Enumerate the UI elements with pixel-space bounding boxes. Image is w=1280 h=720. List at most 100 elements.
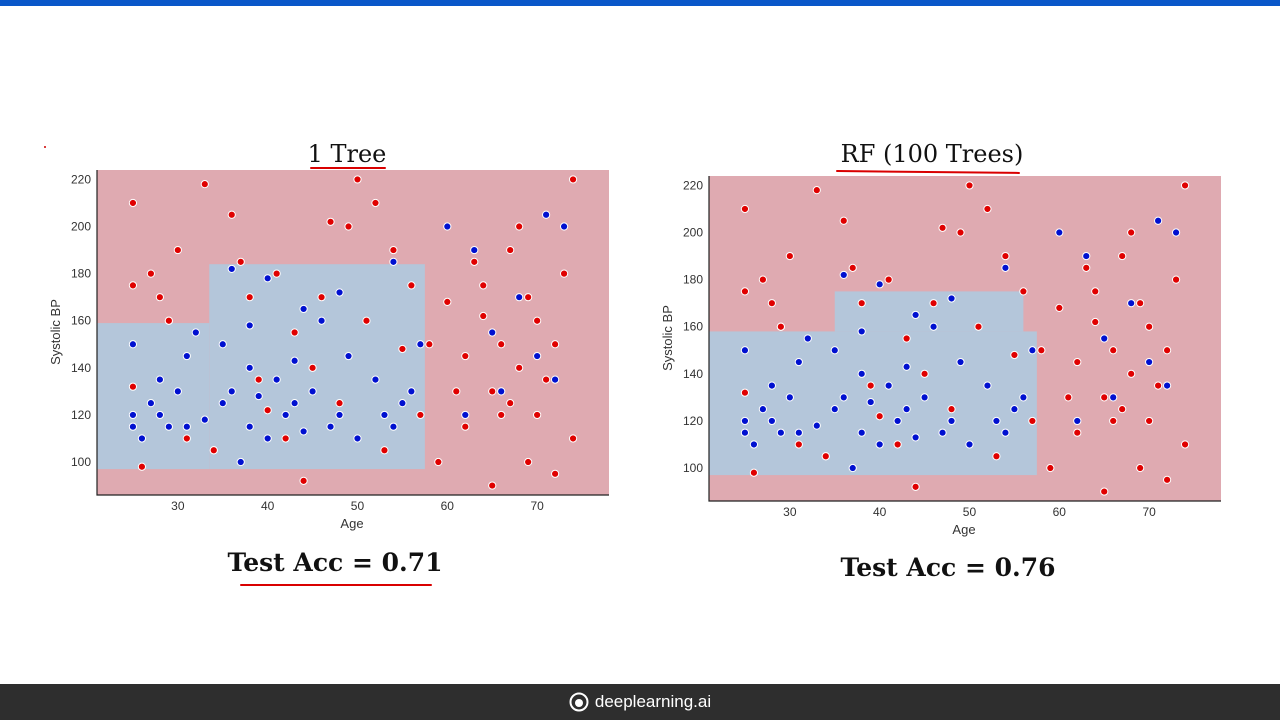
data-point-blue [182,351,191,361]
data-point-red [1145,416,1154,426]
data-point-red [434,457,443,467]
data-point-red [1046,463,1055,473]
y-tick-label: 120 [683,414,703,428]
data-point-blue [515,293,524,302]
data-point-red [281,434,290,443]
data-point-blue [929,322,938,331]
data-point-blue [344,351,353,361]
data-point-red [1109,346,1118,355]
data-point-red [515,222,524,231]
data-point-blue [416,340,425,349]
data-point-red [1145,322,1154,331]
data-point-red [128,382,138,391]
data-point-blue [389,257,398,266]
data-point-red [893,440,902,449]
data-point-red [929,299,938,308]
data-point-blue [830,346,839,355]
data-point-blue [542,210,551,219]
data-point-red [1118,251,1127,261]
data-point-blue [848,463,857,473]
data-point-blue [794,357,803,367]
data-point-blue [785,393,794,402]
data-point-red [146,269,155,278]
decision-region-blue-0 [709,331,1037,476]
accuracy-underline-annotation [240,584,432,586]
data-point-blue [875,440,884,449]
data-point-blue [1001,428,1010,437]
data-point-red [272,269,281,278]
data-point-red [326,217,335,226]
y-tick-label: 200 [683,226,703,240]
decision-region-blue-1 [834,291,1024,332]
data-point-blue [497,387,506,396]
data-point-blue [965,440,974,449]
data-point-red [938,223,947,232]
data-point-red [767,299,776,308]
data-point-blue [1073,416,1082,426]
data-point-blue [956,357,965,367]
deeplearning-logo-icon [569,692,589,712]
footer-bar: deeplearning.ai [0,684,1280,720]
data-point-red [902,334,911,343]
data-point-red [443,297,452,306]
data-point-red [200,180,209,189]
data-point-red [1073,428,1082,437]
data-point-blue [875,280,884,289]
data-point-red [497,410,506,420]
y-tick-label: 200 [71,220,91,234]
y-tick-label: 140 [683,367,703,381]
data-point-blue [983,381,992,390]
axes-frame [708,176,1221,502]
x-tick-label: 60 [1053,505,1067,519]
data-point-red [758,275,767,284]
data-point-red [353,175,362,184]
y-tick-label: 140 [71,361,91,375]
data-point-blue [812,421,821,430]
y-axis-label: Systolic BP [48,299,63,365]
data-point-blue [299,427,308,436]
data-point-blue [947,416,956,426]
data-point-red [911,482,920,491]
data-point-red [1118,405,1127,414]
data-point-red [1010,350,1019,360]
data-point-red [1037,346,1046,355]
data-point-blue [326,422,335,431]
data-point-red [992,452,1001,461]
x-tick-label: 50 [351,499,365,513]
data-point-blue [218,399,227,408]
y-tick-label: 120 [71,408,91,422]
data-point-blue [371,375,380,384]
data-point-red [524,457,533,467]
data-point-blue [317,316,326,325]
data-point-blue [461,410,470,420]
data-point-red [407,281,416,290]
data-point-blue [128,410,138,420]
data-point-red [1064,393,1073,402]
data-point-blue [1001,263,1010,272]
data-point-red [568,175,578,184]
data-point-blue [911,310,920,320]
data-point-red [533,410,542,420]
data-point-red [1136,463,1145,473]
data-point-red [1055,303,1064,312]
pen-dot-marker [44,146,46,148]
data-point-blue [839,393,848,402]
chart-title: 1 Tree [307,140,387,168]
data-point-red [568,434,578,443]
data-point-red [866,381,875,390]
x-axis-label: Age [340,516,363,531]
data-point-blue [1171,228,1181,237]
data-point-red [1136,299,1145,308]
data-point-red [254,375,263,384]
data-point-red [470,257,479,266]
data-point-red [155,293,164,302]
data-point-red [1109,416,1118,426]
data-point-blue [776,322,785,331]
data-point-red [1019,287,1028,296]
data-point-blue [947,294,956,303]
data-point-red [398,344,407,354]
data-point-red [506,399,515,408]
data-point-red [1091,317,1100,327]
axes-frame [96,170,609,496]
